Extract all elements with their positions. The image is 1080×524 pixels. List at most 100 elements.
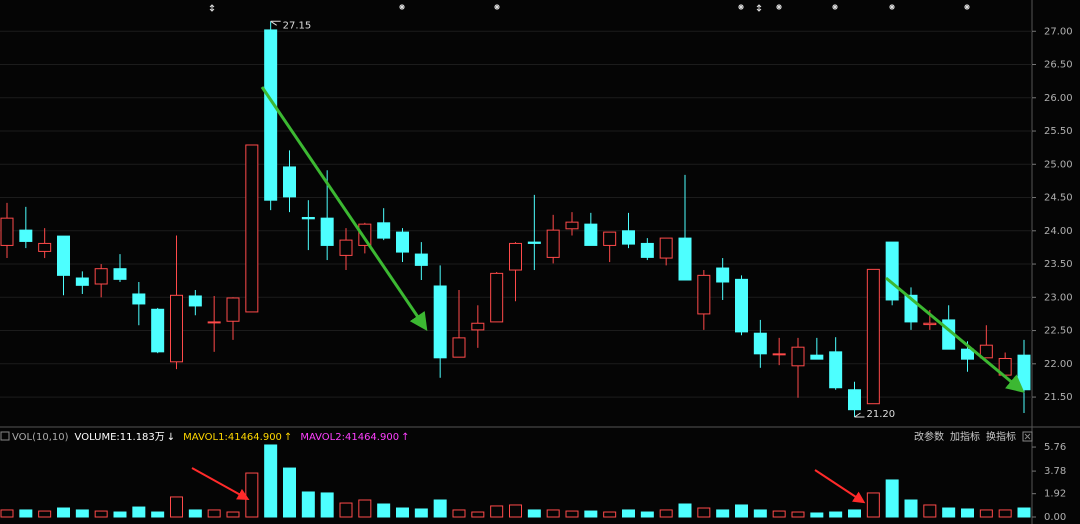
candle-body [358,223,372,246]
indicator-value: VOLUME:11.183万 [75,432,165,443]
candle-body [885,241,899,301]
candle-body [226,297,240,322]
candle-body [640,242,654,258]
candle-body [94,268,108,285]
volume-bar [490,505,504,518]
candle-body [678,237,692,281]
volume-bar [170,496,183,518]
indicator-button[interactable]: 改参数 [914,430,944,443]
candle-body [320,217,334,246]
y-tick-label: 25.50 [1044,126,1073,137]
volume-bar [19,509,33,518]
y-tick-label: 27.00 [1044,26,1073,37]
y-tick-label: 0.00 [1044,512,1066,523]
volume-bar [753,509,767,518]
candle-body [584,223,598,246]
candle-body [113,268,127,280]
candle-body [979,344,993,359]
volume-bar [396,507,409,518]
candle-body [245,144,259,313]
candle-body [753,332,767,355]
volume-bar [584,510,598,518]
volume-bar [904,499,918,518]
annotation-pointer [270,20,281,26]
volume-bar [659,509,673,518]
volume-bar [188,509,202,518]
volume-bar [866,492,880,518]
indicator-arrow: ↓ [167,432,175,443]
volume-bar [603,511,617,518]
y-tick-label: 25.00 [1044,159,1073,170]
volume-bar [565,510,579,518]
candle-body [603,231,617,246]
volume-bar [923,504,937,518]
volume-bar [735,504,748,518]
volume-bar [1017,507,1031,518]
volume-bar [546,509,560,518]
candle-body [57,235,70,276]
candle-body [923,322,937,326]
overlay-arrows [191,86,1025,504]
volume-bar [942,507,956,518]
candle-body [377,222,391,239]
y-tick-label: 24.00 [1044,226,1073,237]
candle-body [1017,354,1031,391]
candle-body [414,253,428,266]
volume-bar [791,511,805,518]
volume-bar [301,491,315,518]
candle-body [207,321,221,324]
close-icon-cross [1024,433,1031,440]
candle-body [829,351,843,389]
volume-bar [113,511,127,518]
indicator-title: VOL(10,10) [12,432,69,443]
volume-bar [283,467,296,518]
candle-body [132,293,146,305]
candle-body [509,242,522,271]
candle-body [961,348,974,360]
indicator-button[interactable]: 加指标 [950,430,980,443]
indicator-arrow: ↑ [401,432,409,443]
y-tick-label: 26.50 [1044,60,1073,71]
volume-bar [151,511,165,518]
candle-body [396,231,409,253]
volume-bar [339,502,353,518]
close-icon[interactable] [1022,431,1033,442]
volume-bar [640,511,654,518]
candle-body [659,237,673,259]
indicator-arrow: ↑ [284,432,292,443]
volume-bar [320,492,334,518]
volume-bar [810,512,824,518]
volume-bar [38,510,52,518]
indicator-value: MAVOL1:41464.900 [183,432,282,443]
candle-body [735,278,748,333]
y-tick-label: 1.92 [1044,489,1066,500]
volume-bar [207,509,221,518]
candle-body [433,285,447,359]
candle-body [170,294,183,363]
volume-bar [678,503,692,518]
candle-body [546,229,560,258]
volume-bar [132,506,146,518]
candle-body [565,221,579,230]
indicator-value: MAVOL2:41464.900 [300,432,399,443]
high-annotation: 27.15 [283,20,312,31]
candle-body [452,337,466,358]
volume-bar [414,508,428,518]
candle-body [527,241,541,244]
volume-bar [509,504,522,518]
event-markers [209,4,970,12]
volume-bar [697,507,711,518]
candle-body [490,272,504,323]
volume-bar [452,509,466,518]
panel-icon [0,431,10,441]
volume-bar [961,508,974,518]
indicator-button[interactable]: 换指标 [986,430,1016,443]
annotation-pointer [854,412,865,418]
y-tick-label: 22.50 [1044,326,1073,337]
volume-bar [0,509,14,518]
volume-bar [358,499,372,518]
volume-bar [885,479,899,518]
volume-bar [998,509,1012,518]
